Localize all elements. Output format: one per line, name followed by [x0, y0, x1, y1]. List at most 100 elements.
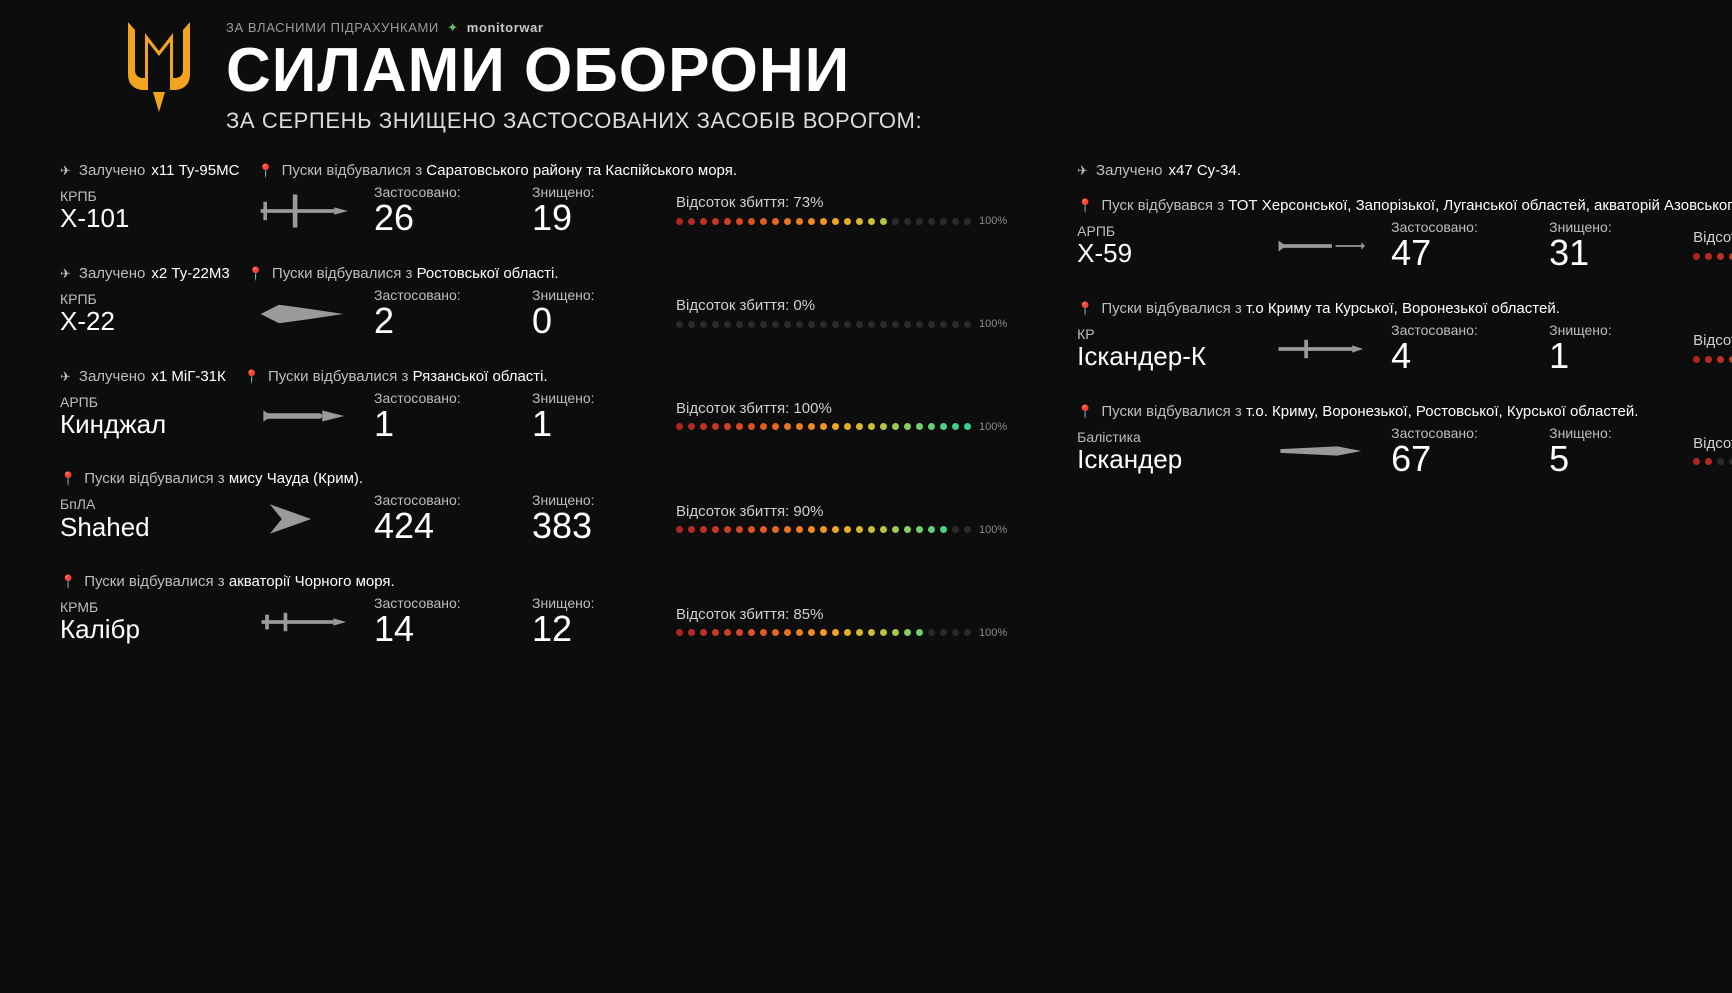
dot [940, 526, 947, 533]
dot [880, 423, 887, 430]
dot [712, 629, 719, 636]
weapon-name: Shahed [60, 513, 230, 542]
dot [784, 321, 791, 328]
dot-scale [1693, 458, 1732, 465]
dot [724, 218, 731, 225]
dot [832, 629, 839, 636]
launched-info: ✈Залучено x2 Ту-22М3 [60, 265, 230, 282]
dot [712, 218, 719, 225]
destroyed-value: 12 [532, 610, 650, 648]
dot [868, 423, 875, 430]
scale-end-label: 100% [979, 627, 1007, 639]
stat-destroyed: Знищено:31 [1549, 220, 1667, 272]
dot [712, 321, 719, 328]
aircraft-icon: ✈ [1077, 163, 1088, 179]
weapon-entry: 📍Пуски відбувалися з т.о Криму та Курськ… [1077, 300, 1732, 375]
dot [892, 629, 899, 636]
silhouette-icon [256, 294, 348, 334]
dot [844, 526, 851, 533]
type-label: КР [1077, 327, 1247, 342]
dot [796, 218, 803, 225]
stat-applied: Застосовано:14 [374, 596, 506, 648]
percent-block: Відсоток збиття: 0%100% [676, 297, 1007, 330]
dot [772, 629, 779, 636]
stat-applied: Застосовано:424 [374, 493, 506, 545]
name-block: КРПБХ-101 [60, 189, 230, 233]
dot [676, 218, 683, 225]
stat-destroyed: Знищено:5 [1549, 426, 1667, 478]
name-block: БпЛАShahed [60, 497, 230, 541]
dot [832, 218, 839, 225]
weapon-entry: 📍Пуски відбувалися з т.о. Криму, Воронез… [1077, 403, 1732, 478]
dot [712, 423, 719, 430]
dot [916, 629, 923, 636]
dot [796, 629, 803, 636]
stat-applied: Застосовано:26 [374, 185, 506, 237]
dot [724, 321, 731, 328]
percent-value: 100% [793, 400, 831, 417]
dot [796, 321, 803, 328]
percent-block: Відсоток збиття: 90%100% [676, 503, 1007, 536]
dot [940, 218, 947, 225]
pin-icon: 📍 [248, 266, 264, 282]
dot [904, 218, 911, 225]
dot-scale [676, 321, 971, 328]
dot [892, 526, 899, 533]
dot-scale [1693, 356, 1732, 363]
percent-value: 73% [793, 194, 823, 211]
location-value: Рязанської області. [413, 368, 548, 385]
dot [724, 423, 731, 430]
weapon-entry: 📍Пуски відбувалися з акваторії Чорного м… [60, 573, 1007, 648]
dot [772, 423, 779, 430]
destroyed-value: 31 [1549, 234, 1667, 272]
meta-line: ✈Залучено x1 МіГ-31К📍Пуски відбувалися з… [60, 368, 1007, 385]
scale-end-label: 100% [979, 215, 1007, 227]
dot [1705, 356, 1712, 363]
dot [880, 629, 887, 636]
dot [748, 321, 755, 328]
weapon-name: Іскандер [1077, 445, 1247, 474]
pin-icon: 📍 [1077, 301, 1093, 317]
destroyed-value: 383 [532, 507, 650, 545]
weapon-entry: 📍Пуски відбувалися з мису Чауда (Крим).Б… [60, 470, 1007, 545]
applied-value: 47 [1391, 234, 1523, 272]
dot [856, 629, 863, 636]
dot-scale [676, 218, 971, 225]
stat-destroyed: Знищено:1 [532, 391, 650, 443]
dots-wrap: 100% [1693, 353, 1732, 365]
percent-block: Відсоток збиття: 85%100% [676, 606, 1007, 639]
stat-applied: Застосовано:2 [374, 288, 506, 340]
dots-wrap: 100% [676, 627, 1007, 639]
dot [760, 218, 767, 225]
dot [952, 629, 959, 636]
dot [916, 423, 923, 430]
weapon-entry: ✈Залучено x1 МіГ-31К📍Пуски відбувалися з… [60, 368, 1007, 443]
dot [952, 423, 959, 430]
dot [1693, 253, 1700, 260]
dot [952, 218, 959, 225]
launched-value: x47 Су-34. [1169, 162, 1242, 179]
aircraft-icon: ✈ [60, 266, 71, 282]
weapon-name: Х-101 [60, 204, 230, 233]
dot [844, 321, 851, 328]
location-value: акваторії Чорного моря. [229, 573, 395, 590]
dot [760, 321, 767, 328]
destroyed-value: 1 [1549, 337, 1667, 375]
stat-applied: Застосовано:67 [1391, 426, 1523, 478]
applied-value: 424 [374, 507, 506, 545]
location-value: т.о. Криму, Воронезької, Ростовської, Ку… [1246, 403, 1638, 420]
type-label: КРПБ [60, 292, 230, 307]
dot [784, 423, 791, 430]
percent-block: Відсоток збиття: 66%100% [1693, 229, 1732, 262]
percent-block: Відсоток збиття: 25%100% [1693, 332, 1732, 365]
dot-scale [676, 423, 971, 430]
dot [844, 629, 851, 636]
dot [868, 321, 875, 328]
weapon-entry: ✈Залучено x47 Су-34.📍Пуск відбувався з Т… [1077, 162, 1732, 272]
weapon-name: Кинджал [60, 410, 230, 439]
dot [688, 218, 695, 225]
dot [784, 526, 791, 533]
dot [904, 423, 911, 430]
applied-value: 1 [374, 405, 506, 443]
destroyed-value: 5 [1549, 440, 1667, 478]
